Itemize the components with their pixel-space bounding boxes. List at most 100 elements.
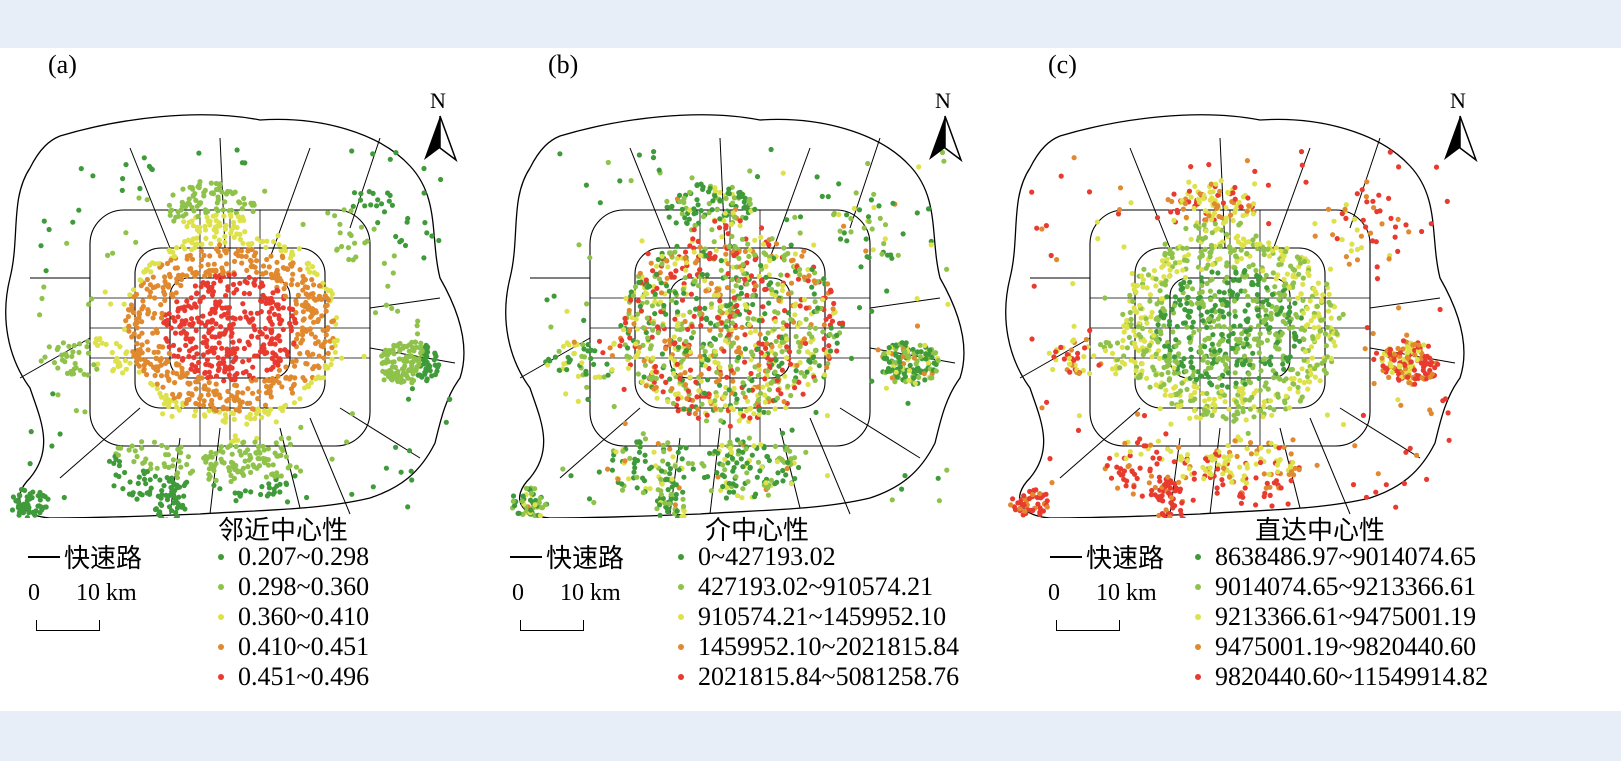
station-point bbox=[811, 242, 817, 248]
station-point bbox=[224, 305, 231, 311]
station-point bbox=[1203, 217, 1209, 223]
station-point bbox=[227, 212, 234, 218]
station-point bbox=[285, 352, 291, 358]
station-point bbox=[717, 382, 723, 388]
expressway bbox=[809, 417, 851, 515]
station-point bbox=[722, 403, 729, 409]
station-point bbox=[1156, 355, 1162, 361]
station-point bbox=[750, 316, 756, 322]
station-point bbox=[1167, 318, 1173, 324]
station-point bbox=[762, 399, 768, 405]
station-point bbox=[239, 206, 245, 212]
station-point bbox=[1230, 217, 1236, 224]
station-point bbox=[763, 480, 769, 486]
station-point bbox=[610, 457, 616, 463]
station-point bbox=[658, 476, 664, 482]
station-point bbox=[114, 355, 120, 362]
station-point bbox=[1279, 305, 1285, 311]
station-point bbox=[175, 308, 181, 314]
station-point bbox=[225, 188, 231, 195]
station-point bbox=[750, 301, 756, 308]
station-point bbox=[809, 266, 815, 272]
station-point bbox=[311, 319, 317, 325]
station-point bbox=[346, 256, 352, 263]
station-point bbox=[380, 359, 386, 365]
station-point bbox=[1247, 362, 1253, 368]
station-point bbox=[148, 461, 154, 467]
station-point bbox=[1138, 334, 1144, 340]
station-point bbox=[1187, 279, 1193, 285]
station-point bbox=[1225, 338, 1231, 344]
station-point bbox=[1273, 332, 1279, 338]
station-point bbox=[252, 264, 258, 270]
station-point bbox=[176, 213, 182, 219]
station-point bbox=[1212, 293, 1218, 299]
station-point bbox=[165, 452, 171, 458]
station-point bbox=[24, 515, 30, 518]
station-point bbox=[747, 168, 753, 174]
station-point bbox=[1397, 350, 1403, 356]
station-point bbox=[568, 473, 574, 479]
station-point bbox=[210, 289, 216, 295]
station-point bbox=[784, 217, 790, 223]
station-point bbox=[722, 467, 728, 473]
station-point bbox=[350, 257, 356, 263]
station-point bbox=[385, 283, 391, 289]
station-point bbox=[1133, 289, 1139, 295]
station-point bbox=[64, 240, 70, 246]
station-point bbox=[232, 433, 238, 439]
station-point bbox=[667, 466, 673, 472]
station-point bbox=[746, 197, 752, 203]
station-point bbox=[763, 274, 769, 280]
station-point bbox=[163, 392, 169, 398]
station-point bbox=[688, 291, 694, 297]
station-point bbox=[1326, 291, 1332, 297]
boundary bbox=[505, 114, 965, 518]
station-point bbox=[1200, 357, 1206, 363]
station-point bbox=[232, 377, 238, 383]
station-point bbox=[217, 278, 223, 284]
station-point bbox=[1189, 354, 1195, 360]
station-point bbox=[329, 345, 335, 351]
station-point bbox=[735, 354, 742, 361]
station-point bbox=[274, 259, 280, 265]
station-point bbox=[718, 371, 724, 378]
station-point bbox=[1137, 302, 1143, 308]
station-point bbox=[314, 271, 320, 278]
station-point bbox=[784, 272, 790, 278]
station-point bbox=[1402, 362, 1408, 368]
station-point bbox=[1290, 459, 1296, 466]
station-point bbox=[178, 330, 184, 336]
station-point bbox=[1215, 192, 1221, 198]
station-point bbox=[734, 302, 740, 309]
station-point bbox=[707, 398, 713, 404]
station-point bbox=[672, 502, 678, 508]
station-point bbox=[300, 309, 306, 315]
station-point bbox=[663, 257, 669, 264]
station-point bbox=[213, 373, 220, 379]
station-point bbox=[1186, 188, 1193, 194]
station-point bbox=[182, 246, 188, 252]
station-point bbox=[736, 277, 742, 284]
station-point bbox=[939, 149, 946, 156]
station-point bbox=[636, 279, 642, 286]
station-point bbox=[293, 320, 299, 326]
station-point bbox=[758, 277, 765, 283]
station-point bbox=[1209, 230, 1215, 236]
station-point bbox=[751, 494, 758, 500]
station-point bbox=[856, 305, 863, 311]
station-point bbox=[288, 252, 295, 258]
station-point bbox=[1139, 361, 1145, 367]
station-point bbox=[731, 385, 737, 391]
station-point bbox=[349, 148, 355, 154]
station-point bbox=[644, 315, 650, 321]
station-point bbox=[1290, 281, 1296, 287]
station-point bbox=[257, 349, 264, 355]
station-point bbox=[1292, 465, 1298, 471]
station-point bbox=[1263, 307, 1269, 313]
station-point bbox=[183, 342, 189, 348]
station-point bbox=[209, 397, 215, 404]
station-point bbox=[126, 307, 133, 313]
station-point bbox=[841, 223, 847, 229]
station-point bbox=[1135, 324, 1141, 330]
